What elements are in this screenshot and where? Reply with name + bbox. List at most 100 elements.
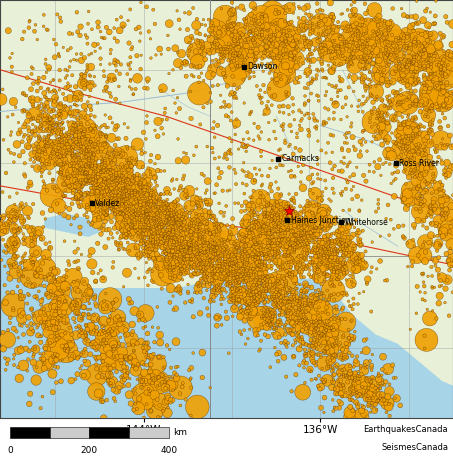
Point: [143, 259, 150, 266]
Point: [79, 111, 87, 118]
Point: [353, 400, 361, 408]
Point: [183, 73, 190, 80]
Point: [408, 154, 415, 162]
Point: [124, 157, 131, 164]
Point: [261, 203, 268, 210]
Point: [217, 169, 225, 176]
Point: [308, 78, 316, 85]
Point: [308, 227, 316, 234]
Point: [419, 222, 427, 229]
Point: [138, 237, 145, 244]
Point: [219, 246, 226, 254]
Point: [440, 228, 447, 235]
Point: [200, 245, 207, 253]
Point: [285, 317, 293, 324]
Point: [102, 374, 109, 382]
Point: [88, 188, 96, 195]
Point: [445, 96, 452, 104]
Point: [239, 166, 246, 174]
Point: [162, 234, 169, 241]
Point: [363, 279, 371, 286]
Point: [224, 237, 231, 244]
Point: [0, 329, 7, 336]
Point: [297, 314, 304, 321]
Point: [282, 295, 289, 303]
Point: [230, 292, 237, 299]
Point: [340, 244, 347, 251]
Point: [261, 209, 269, 216]
Point: [232, 93, 239, 100]
Point: [412, 165, 419, 172]
Point: [73, 50, 80, 58]
Point: [83, 151, 91, 158]
Point: [280, 127, 287, 134]
Point: [279, 260, 286, 267]
Point: [43, 251, 50, 258]
Point: [57, 327, 64, 334]
Point: [29, 96, 36, 103]
Point: [400, 121, 408, 128]
Point: [389, 78, 396, 85]
Point: [72, 248, 79, 255]
Point: [280, 33, 287, 40]
Point: [234, 254, 241, 261]
Point: [143, 349, 150, 356]
Point: [382, 29, 389, 36]
Point: [289, 194, 297, 202]
Point: [81, 332, 88, 339]
Point: [405, 132, 412, 139]
Point: [154, 382, 161, 389]
Point: [143, 248, 150, 255]
Point: [403, 100, 410, 107]
Point: [250, 266, 257, 273]
Point: [308, 206, 316, 213]
Point: [60, 192, 67, 199]
Point: [187, 412, 194, 419]
Point: [82, 321, 90, 329]
Point: [334, 42, 342, 49]
Point: [122, 177, 129, 184]
Point: [311, 223, 318, 230]
Point: [234, 273, 241, 281]
Point: [356, 290, 363, 297]
Point: [141, 234, 149, 242]
Point: [158, 398, 165, 405]
Point: [318, 330, 326, 338]
Point: [183, 230, 190, 237]
Point: [15, 229, 22, 236]
Point: [119, 193, 126, 200]
Point: [366, 81, 373, 88]
Point: [374, 35, 381, 42]
Point: [193, 223, 200, 231]
Point: [218, 103, 226, 111]
Point: [405, 174, 413, 181]
Point: [438, 140, 445, 147]
Point: [58, 160, 65, 168]
Point: [258, 128, 265, 136]
Point: [347, 59, 355, 66]
Point: [75, 155, 82, 163]
Point: [169, 237, 176, 244]
Point: [117, 150, 124, 157]
Point: [391, 90, 398, 97]
Point: [142, 135, 149, 143]
Point: [123, 172, 130, 179]
Point: [85, 140, 92, 147]
Point: [428, 104, 435, 112]
Point: [241, 250, 248, 257]
Point: [51, 185, 58, 192]
Point: [72, 298, 80, 306]
Point: [326, 48, 333, 55]
Point: [233, 287, 241, 295]
Point: [128, 174, 135, 181]
Point: [308, 327, 316, 335]
Point: [160, 191, 168, 198]
Point: [324, 318, 331, 325]
Point: [415, 75, 422, 83]
Point: [226, 282, 233, 290]
Point: [108, 205, 115, 212]
Point: [328, 222, 335, 229]
Point: [276, 293, 283, 301]
Point: [258, 313, 265, 320]
Point: [120, 175, 127, 182]
